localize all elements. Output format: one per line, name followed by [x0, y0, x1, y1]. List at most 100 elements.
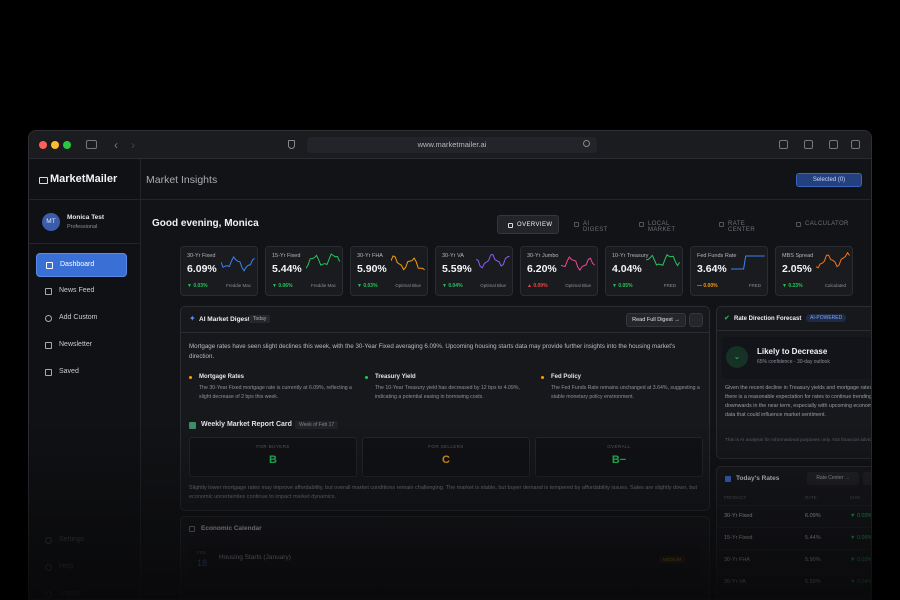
rate-card-source: FRED [663, 283, 676, 288]
export-button[interactable] [689, 313, 703, 327]
browser-window: ‹ › www.marketmailer.ai MarketMailer MT Monic… [28, 130, 872, 600]
rate-card[interactable]: 30-Yr FHA 5.90% ▼ 0.03% Optimal Blue [350, 246, 428, 296]
sidebar-toggle-icon[interactable] [86, 140, 97, 149]
sparkline [646, 254, 680, 267]
forecast-panel: ✔ Rate Direction Forecast AI-POWERED ⌄ Likel… [716, 306, 872, 459]
reload-icon[interactable] [583, 140, 590, 147]
toolbar-icon[interactable] [851, 140, 860, 149]
export-button[interactable] [863, 472, 871, 485]
nav-item[interactable]: Add Custom [36, 307, 127, 331]
header-divider [141, 199, 871, 200]
row-divider [717, 505, 871, 506]
rate-center-label: Rate Center → [816, 475, 850, 481]
forward-icon[interactable]: › [131, 138, 135, 152]
nav-icon [45, 315, 52, 322]
todays-rates-title: Today's Rates [736, 475, 780, 482]
sparkline-line [221, 255, 255, 272]
rate-card-source: Optimal Blue [565, 283, 591, 288]
nav-label: Newsletter [59, 341, 93, 348]
tab[interactable]: LOCAL MARKET [629, 215, 697, 234]
rate-cell: 5.59% [805, 579, 821, 585]
rate-card-value: 5.44% [272, 263, 302, 275]
report-icon [189, 422, 196, 429]
rate-card[interactable]: 10-Yr Treasury 4.04% ▼ 0.05% FRED [605, 246, 683, 296]
sparkline-line [731, 255, 765, 270]
rate-card-change: ▼ 0.03% [187, 283, 208, 289]
forecast-direction-icon: ⌄ [726, 346, 748, 368]
nav-item[interactable]: Saved [36, 361, 127, 385]
window-control[interactable] [63, 141, 71, 149]
tab[interactable]: CALCULATOR [786, 215, 848, 234]
digest-item-bullet [365, 376, 368, 379]
sparkline [306, 253, 340, 269]
nav-label: Saved [59, 368, 79, 375]
rate-card-value: 5.59% [442, 263, 472, 275]
calendar-event[interactable]: FEB 18 Housing Starts (January) MEDIUM [189, 545, 701, 581]
digest-panel: ✦ AI Market Digest Today Read Full Digest →… [180, 306, 710, 511]
read-digest-button[interactable]: Read Full Digest → [626, 313, 686, 327]
window-control[interactable] [39, 141, 47, 149]
tab[interactable]: AI DIGEST [564, 215, 616, 234]
greeting: Good evening, Monica [152, 218, 259, 229]
selected-button[interactable]: Selected (0) [796, 173, 862, 187]
digest-icon: ✦ [189, 314, 196, 323]
toolbar-icon[interactable] [779, 140, 788, 149]
footer-nav-item[interactable]: Settings [36, 529, 127, 553]
rate-cell: 30-Yr VA [724, 579, 746, 585]
url-text: www.marketmailer.ai [417, 140, 487, 149]
rate-card[interactable]: 30-Yr VA 5.59% ▼ 0.04% Optimal Blue [435, 246, 513, 296]
event-day: 18 [197, 558, 208, 568]
nav-icon [46, 262, 53, 269]
window-control[interactable] [51, 141, 59, 149]
rate-card[interactable]: Fed Funds Rate 3.64% — 0.00% FRED [690, 246, 768, 296]
event-title: Housing Starts (January) [219, 554, 291, 561]
rate-cell: ▼ 0.03% [850, 557, 872, 563]
row-divider [717, 549, 871, 550]
calendar-icon [189, 526, 195, 532]
rate-card[interactable]: MBS Spread 2.05% ▼ 0.23% Calculated [775, 246, 853, 296]
rate-card-source: Optimal Blue [480, 283, 506, 288]
report-title: Weekly Market Report Card [201, 421, 292, 428]
rate-card-label: 30-Yr Jumbo [527, 253, 559, 259]
nav-item[interactable]: News Feed [36, 280, 127, 304]
grade-box: FOR BUYERS B [189, 437, 357, 477]
rate-card-source: FRED [748, 283, 761, 288]
rate-card[interactable]: 30-Yr Fixed 6.09% ▼ 0.03% Freddie Mac [180, 246, 258, 296]
tab-icon [639, 222, 644, 227]
forecast-box: ⌄ Likely to Decrease 65% confidence · 30-d… [722, 337, 871, 379]
forecast-title: Rate Direction Forecast [734, 316, 802, 322]
rate-card-label: 15-Yr Fixed [272, 253, 301, 259]
rate-card[interactable]: 30-Yr Jumbo 6.20% ▲ 0.09% Optimal Blue [520, 246, 598, 296]
tab[interactable]: OVERVIEW [497, 215, 559, 234]
grade-value: B− [611, 454, 627, 466]
tab[interactable]: RATE CENTER [709, 215, 773, 234]
sparkline-line [646, 254, 680, 267]
rate-card-value: 3.64% [697, 263, 727, 275]
sparkline [221, 255, 255, 272]
forecast-disclaimer: This is AI analysis for informational pu… [725, 438, 872, 443]
tab-icon [719, 222, 724, 227]
column-header: CHG [850, 495, 860, 500]
grade-value: B [269, 454, 277, 466]
footer-nav-item[interactable]: Help [36, 556, 127, 580]
rate-card-value: 2.05% [782, 263, 812, 275]
rate-cell: 30-Yr FHA [724, 557, 750, 563]
rate-center-button[interactable]: Rate Center → [807, 472, 859, 485]
rate-card[interactable]: 15-Yr Fixed 5.44% ▼ 0.06% Freddie Mac [265, 246, 343, 296]
toolbar-icon[interactable] [804, 140, 813, 149]
url-bar[interactable]: www.marketmailer.ai [307, 137, 597, 153]
report-week: Week of Feb 17 [295, 421, 339, 429]
selected-button-label: Selected (0) [812, 177, 846, 183]
rate-card-label: 30-Yr Fixed [187, 253, 216, 259]
rate-cell: ▼ 0.04% [850, 579, 872, 585]
calendar-title: Economic Calendar [201, 525, 262, 532]
back-icon[interactable]: ‹ [114, 138, 118, 152]
digest-summary: Mortgage rates have seen slight declines… [189, 343, 676, 360]
nav-item[interactable]: Newsletter [36, 334, 127, 358]
toolbar-icon[interactable] [829, 140, 838, 149]
footer-nav-item[interactable]: Logout [36, 583, 127, 599]
sidebar-divider [29, 199, 141, 200]
nav-item[interactable]: Dashboard [36, 253, 127, 277]
panel-divider [181, 332, 709, 333]
event-month: FEB [197, 550, 206, 555]
